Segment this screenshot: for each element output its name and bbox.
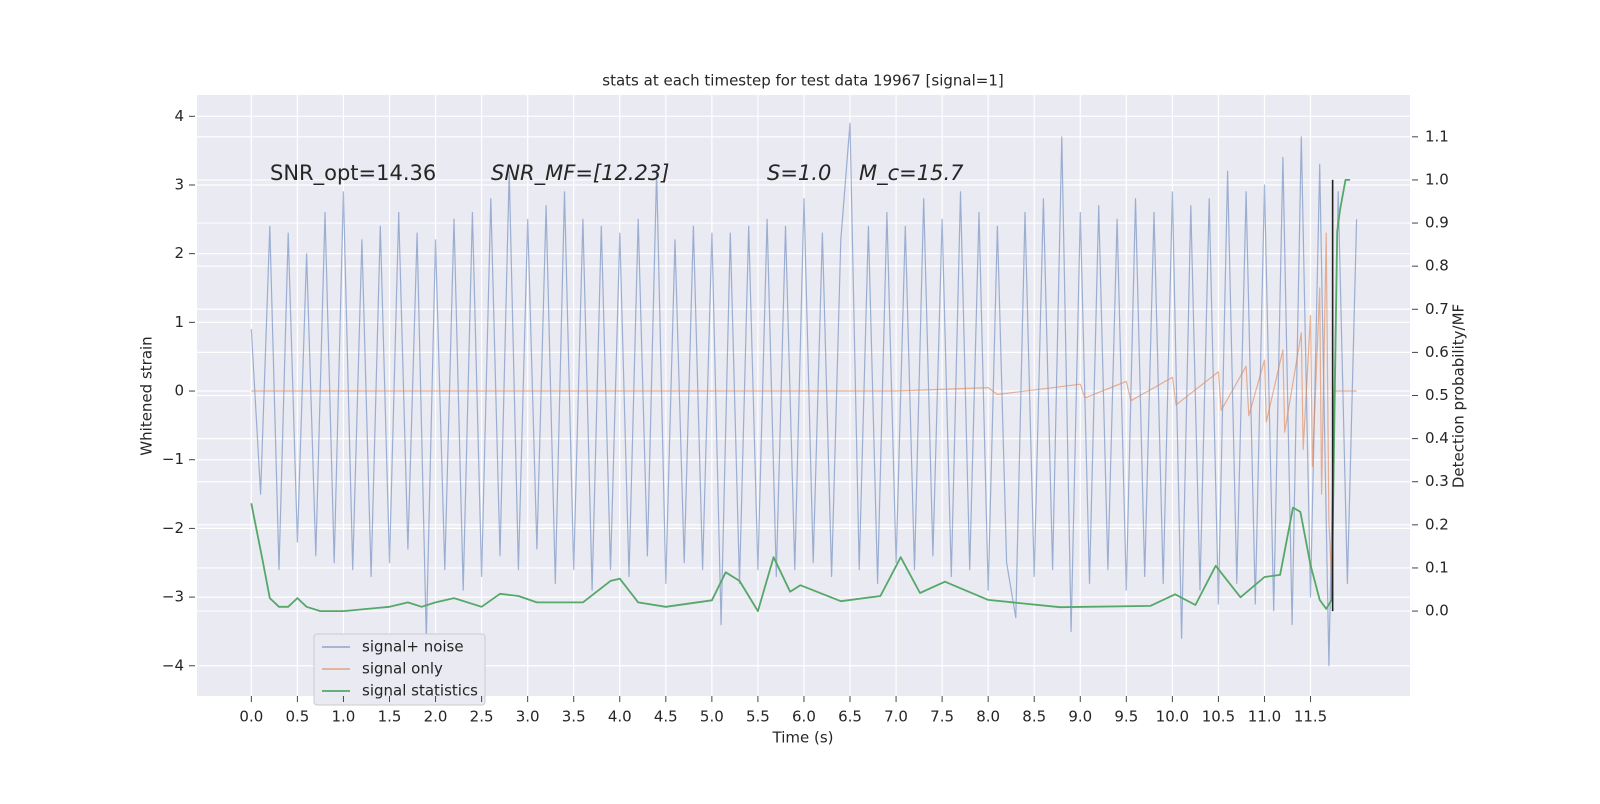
y2-tick-label: 0.5 xyxy=(1425,386,1449,404)
chart-title: stats at each timestep for test data 199… xyxy=(602,72,1003,90)
x-tick-label: 9.5 xyxy=(1114,708,1138,726)
y2-tick-label: 0.7 xyxy=(1425,300,1449,318)
y2-tick-label: 1.1 xyxy=(1425,127,1449,145)
y-tick-label: 2 xyxy=(174,244,184,262)
annotation: SNR_MF=[12.23] xyxy=(491,161,669,186)
y2-tick-label: 0.1 xyxy=(1425,558,1449,576)
x-tick-label: 5.5 xyxy=(746,708,770,726)
x-tick-label: 3.0 xyxy=(516,708,540,726)
x-tick-label: 3.5 xyxy=(562,708,586,726)
x-tick-label: 8.0 xyxy=(976,708,1000,726)
legend: signal+ noise signal only signal statistic… xyxy=(313,633,486,706)
annotation: SNR_opt=14.36 xyxy=(270,161,436,186)
x-tick-label: 1.5 xyxy=(378,708,402,726)
y-tick-label: 3 xyxy=(174,175,184,193)
legend-box xyxy=(313,633,486,706)
y2-tick-label: 0.6 xyxy=(1425,343,1449,361)
annotation: M_c=15.7 xyxy=(859,161,964,186)
x-tick-label: 5.0 xyxy=(700,708,724,726)
x-tick-label: 4.5 xyxy=(654,708,678,726)
x-tick-label: 8.5 xyxy=(1022,708,1046,726)
x-tick-label: 2.0 xyxy=(424,708,448,726)
y2-axis-label: Detection probability/MF xyxy=(1450,304,1468,488)
x-tick-label: 0.0 xyxy=(239,708,263,726)
series-line xyxy=(250,122,1358,667)
y-tick-label: −3 xyxy=(162,588,184,606)
y2-tick-label: 0.8 xyxy=(1425,257,1449,275)
x-tick-label: 11.5 xyxy=(1294,708,1327,726)
x-tick-label: 6.5 xyxy=(838,708,862,726)
series-line xyxy=(251,232,1357,584)
y-tick-label: −2 xyxy=(162,519,184,537)
y-axis-label: Whitened strain xyxy=(138,336,156,455)
x-tick-label: 2.5 xyxy=(470,708,494,726)
x-tick-label: 6.0 xyxy=(792,708,816,726)
legend-label: signal only xyxy=(362,660,443,678)
x-tick-label: 10.5 xyxy=(1202,708,1235,726)
x-tick-label: 7.5 xyxy=(930,708,954,726)
x-tick-label: 11.0 xyxy=(1248,708,1281,726)
x-tick-label: 7.0 xyxy=(884,708,908,726)
y-tick-label: 4 xyxy=(174,107,184,125)
y-tick-label: 1 xyxy=(174,313,184,331)
y-tick-label: −4 xyxy=(162,656,184,674)
annotation: S=1.0 xyxy=(767,161,831,185)
y2-tick-label: 0.0 xyxy=(1425,602,1449,620)
series-line xyxy=(250,179,1351,612)
legend-label: signal statistics xyxy=(362,682,478,700)
x-tick-label: 0.5 xyxy=(285,708,309,726)
x-axis-label: Time (s) xyxy=(772,729,834,747)
y-tick-label: 0 xyxy=(174,382,184,400)
x-tick-label: 1.0 xyxy=(332,708,356,726)
y2-tick-label: 1.0 xyxy=(1425,170,1449,188)
x-tick-label: 9.0 xyxy=(1068,708,1092,726)
legend-label: signal+ noise xyxy=(362,638,464,656)
y2-tick-label: 0.9 xyxy=(1425,214,1449,232)
y2-tick-label: 0.2 xyxy=(1425,515,1449,533)
y2-tick-label: 0.4 xyxy=(1425,429,1449,447)
x-tick-label: 10.0 xyxy=(1156,708,1189,726)
y2-tick-label: 0.3 xyxy=(1425,472,1449,490)
x-tick-label: 4.0 xyxy=(608,708,632,726)
y-tick-label: −1 xyxy=(162,450,184,468)
